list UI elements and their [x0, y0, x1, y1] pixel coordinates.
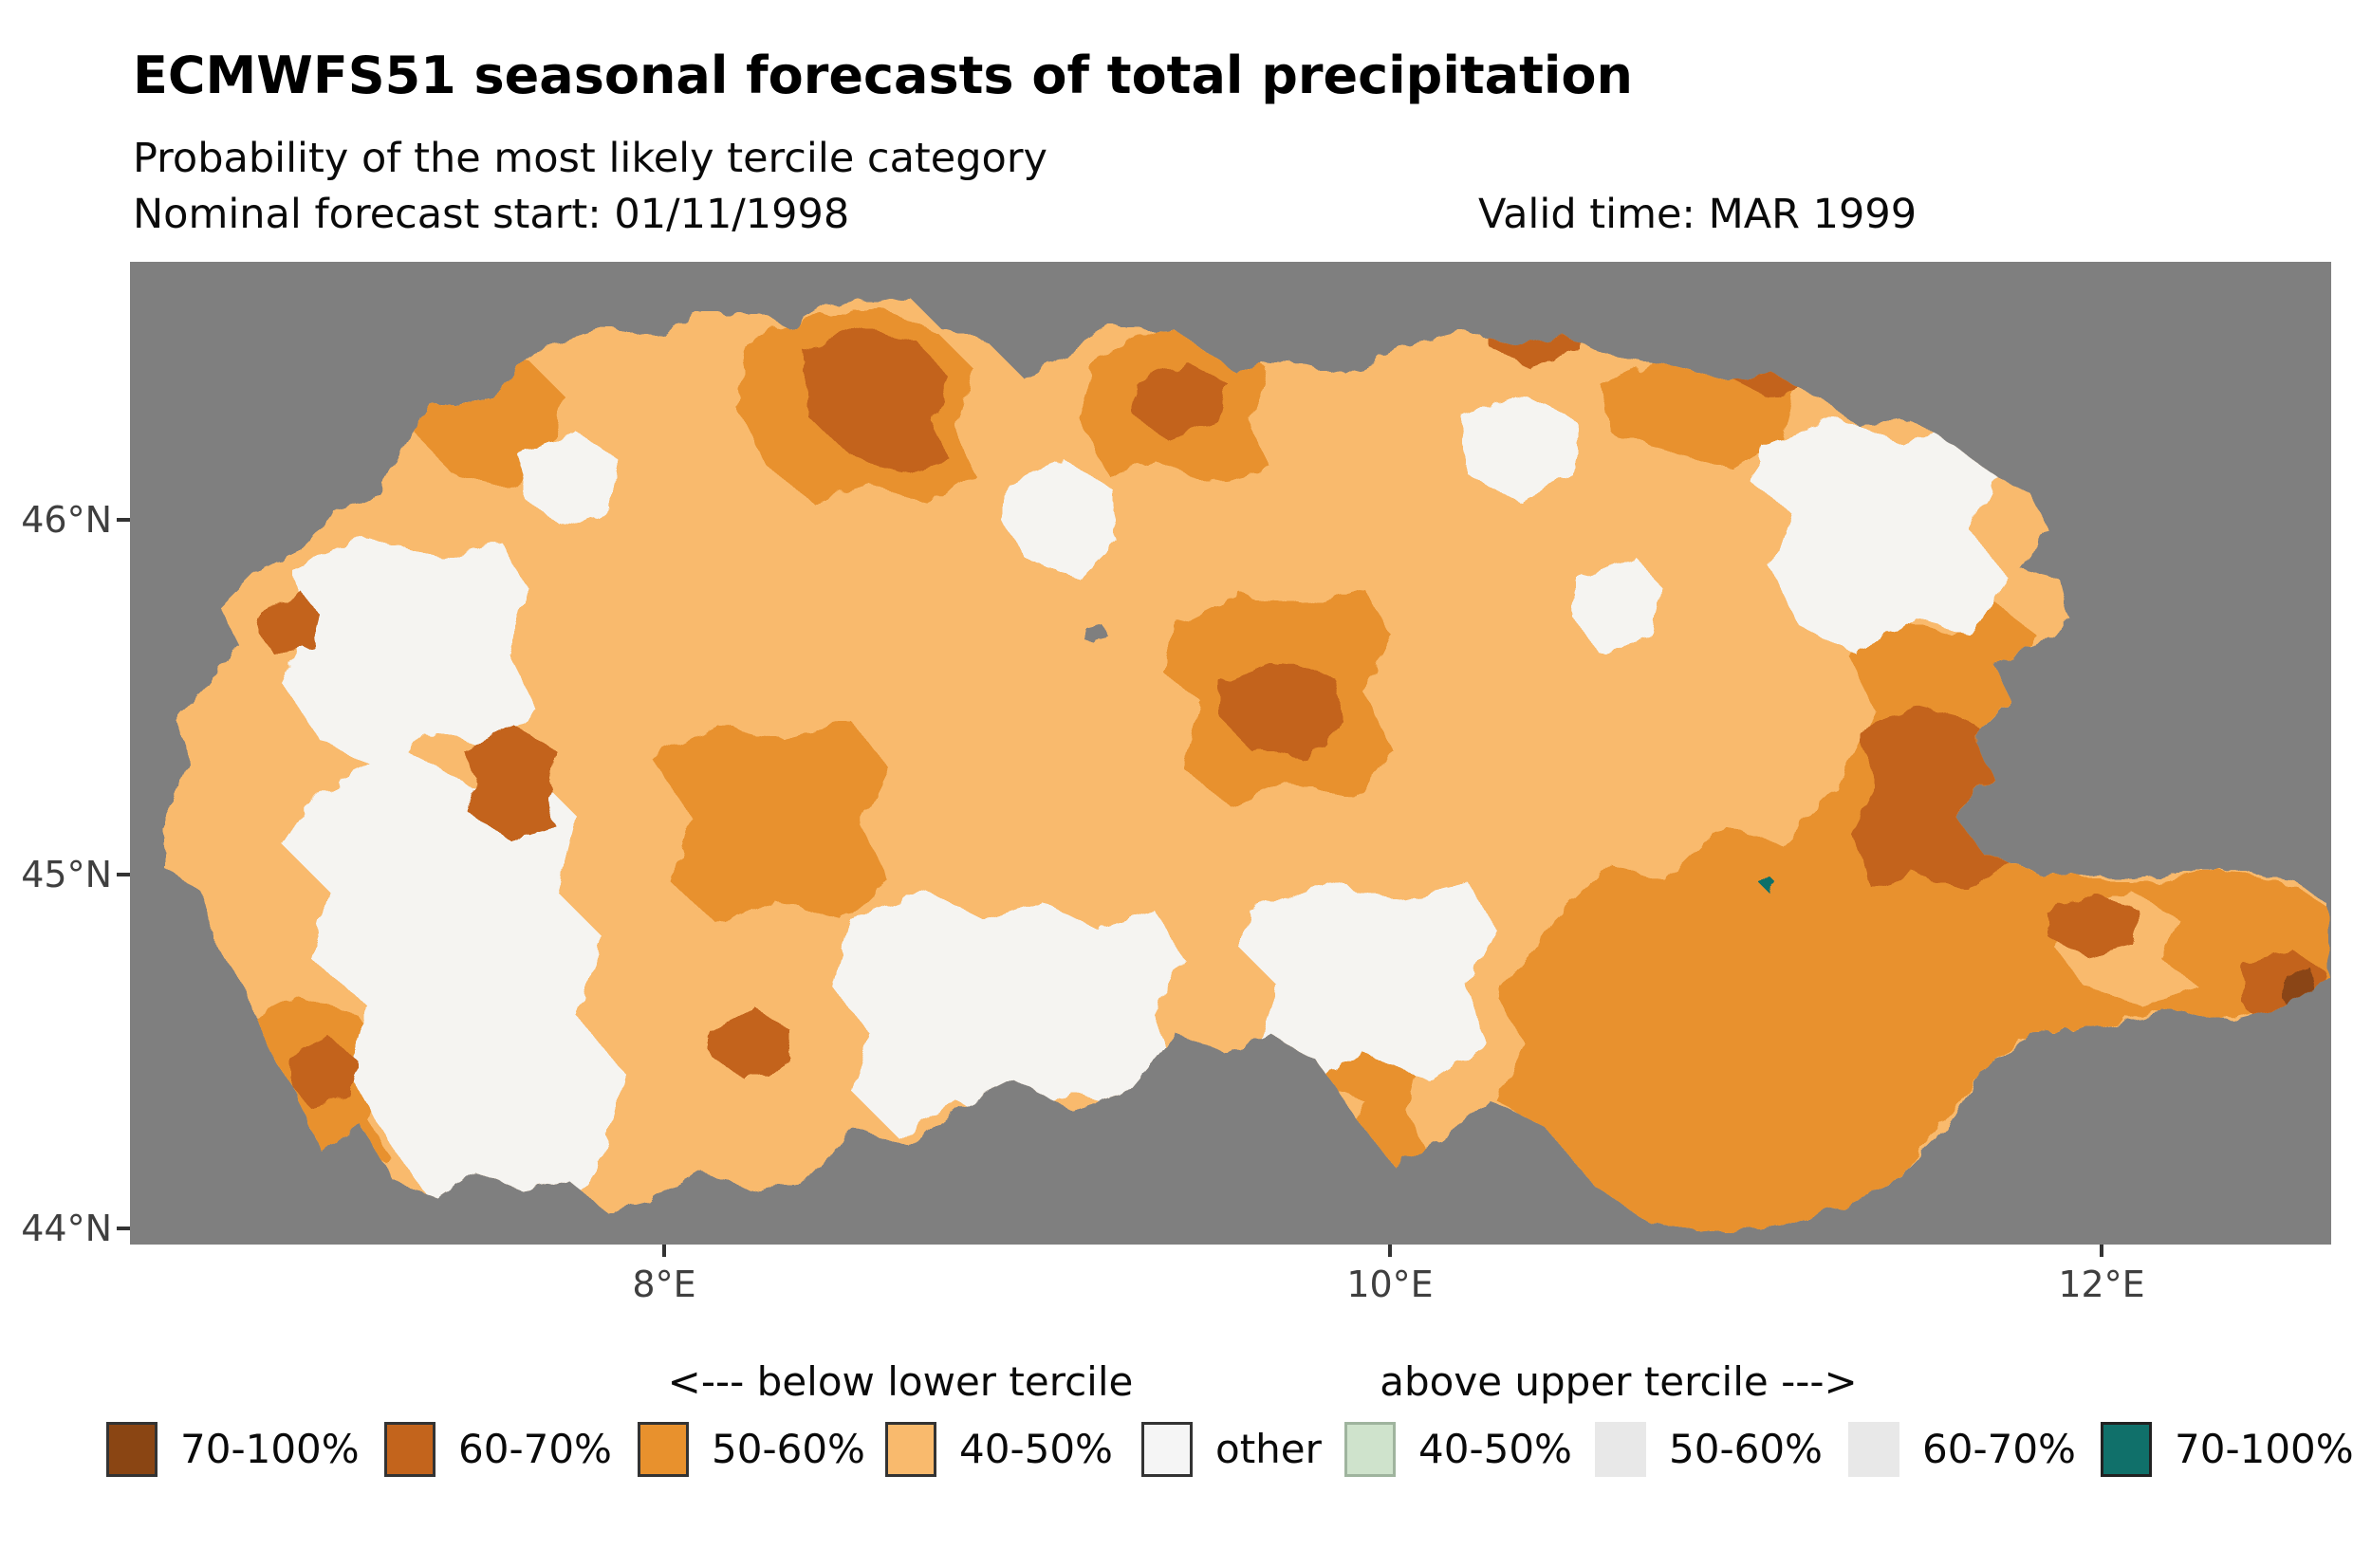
legend-entry-5: 40-50% [1344, 1422, 1572, 1477]
map-region-orange-se-lobe [1496, 598, 2329, 1233]
map-region-white-west-upper [282, 536, 538, 768]
y-axis-tick [117, 518, 130, 522]
legend-swatch-8 [2101, 1422, 2152, 1477]
legend-label-8: 70-100% [2175, 1426, 2353, 1472]
map-region-white-west-lower [282, 749, 623, 1214]
legend-entry-4: other [1141, 1422, 1322, 1477]
legend-label-4: other [1215, 1426, 1322, 1472]
x-axis-tick-label: 12°E [2058, 1264, 2145, 1305]
legend-label-1: 60-70% [458, 1426, 612, 1472]
map-region-white-northeast [1752, 417, 2009, 655]
y-axis-tick-label: 44°N [21, 1208, 112, 1249]
legend-entry-8: 70-100% [2101, 1422, 2353, 1477]
map-region-dark-north-mid [1134, 362, 1229, 441]
legend-swatch-2 [638, 1422, 689, 1477]
legend-above-tercile-header: above upper tercile ---> [1380, 1358, 1858, 1405]
legend-swatch-0 [106, 1422, 157, 1477]
map-region-white-top-center [1463, 394, 1577, 503]
map-region-dark-west [462, 726, 555, 839]
map-region-dark-southwest [289, 1037, 358, 1108]
page-title: ECMWFS51 seasonal forecasts of total pre… [133, 46, 1633, 105]
legend-label-2: 50-60% [712, 1426, 865, 1472]
y-axis-tick [117, 873, 130, 876]
legend-label-0: 70-100% [180, 1426, 360, 1472]
legend-entry-6: 50-60% [1595, 1422, 1823, 1477]
y-axis-tick [117, 1227, 130, 1230]
legend-entry-3: 40-50% [885, 1422, 1113, 1477]
legend-label-3: 40-50% [959, 1426, 1113, 1472]
x-axis-tick-label: 10°E [1346, 1264, 1434, 1305]
map-region-dark-arm-base [2047, 894, 2140, 956]
legend-entry-1: 60-70% [384, 1422, 612, 1477]
map-region-orange-west-center [652, 721, 889, 925]
map-region-orange-south-spike [1316, 1029, 1430, 1190]
legend-swatch-5 [1344, 1422, 1396, 1477]
map-region-dark-nw-small [259, 591, 320, 655]
legend-entry-0: 70-100% [106, 1422, 360, 1477]
map-region-dark-center [1219, 659, 1343, 759]
map-region-white-south-center [832, 892, 1183, 1138]
x-axis-tick [662, 1245, 666, 1257]
legend-swatch-1 [384, 1422, 435, 1477]
legend-swatch-6 [1595, 1422, 1646, 1477]
valid-time-label: Valid time: MAR 1999 [1478, 191, 1918, 238]
legend-label-6: 50-60% [1669, 1426, 1823, 1472]
y-axis-tick-label: 45°N [21, 854, 112, 895]
x-axis-tick [2100, 1245, 2103, 1257]
legend-below-tercile-header: <--- below lower tercile [667, 1358, 1134, 1405]
map-panel [130, 262, 2331, 1245]
probability-patch-layer [244, 299, 2329, 1233]
y-axis-tick-label: 46°N [21, 499, 112, 541]
subtitle: Probability of the most likely tercile c… [133, 135, 1047, 182]
map-region-dark-north-cluster [804, 327, 951, 474]
legend-entry-7: 60-70% [1848, 1422, 2076, 1477]
legend-swatch-4 [1141, 1422, 1193, 1477]
map-region-dark-south-center [709, 1008, 792, 1079]
map-region-white-north-small [1003, 460, 1117, 579]
map-region-dark-east-cluster [1852, 707, 2013, 892]
map-region-white-mid-east [1572, 555, 1662, 655]
map-region-white-center [1240, 882, 1496, 1091]
x-axis-tick [1388, 1245, 1392, 1257]
forecast-raster-map [161, 299, 2329, 1233]
map-region-brown-arm-tip [2282, 968, 2316, 1017]
legend-swatch-3 [885, 1422, 936, 1477]
legend-entry-2: 50-60% [638, 1422, 865, 1477]
legend-label-7: 60-70% [1922, 1426, 2076, 1472]
legend-swatch-7 [1848, 1422, 1899, 1477]
forecast-start-label: Nominal forecast start: 01/11/1998 [133, 191, 850, 238]
map-region-white-nw-small [519, 432, 619, 526]
map-region-lake-dot [1084, 624, 1107, 645]
map-region-teal-dot [1758, 875, 1776, 891]
x-axis-tick-label: 8°E [632, 1264, 696, 1305]
legend-label-5: 40-50% [1418, 1426, 1572, 1472]
